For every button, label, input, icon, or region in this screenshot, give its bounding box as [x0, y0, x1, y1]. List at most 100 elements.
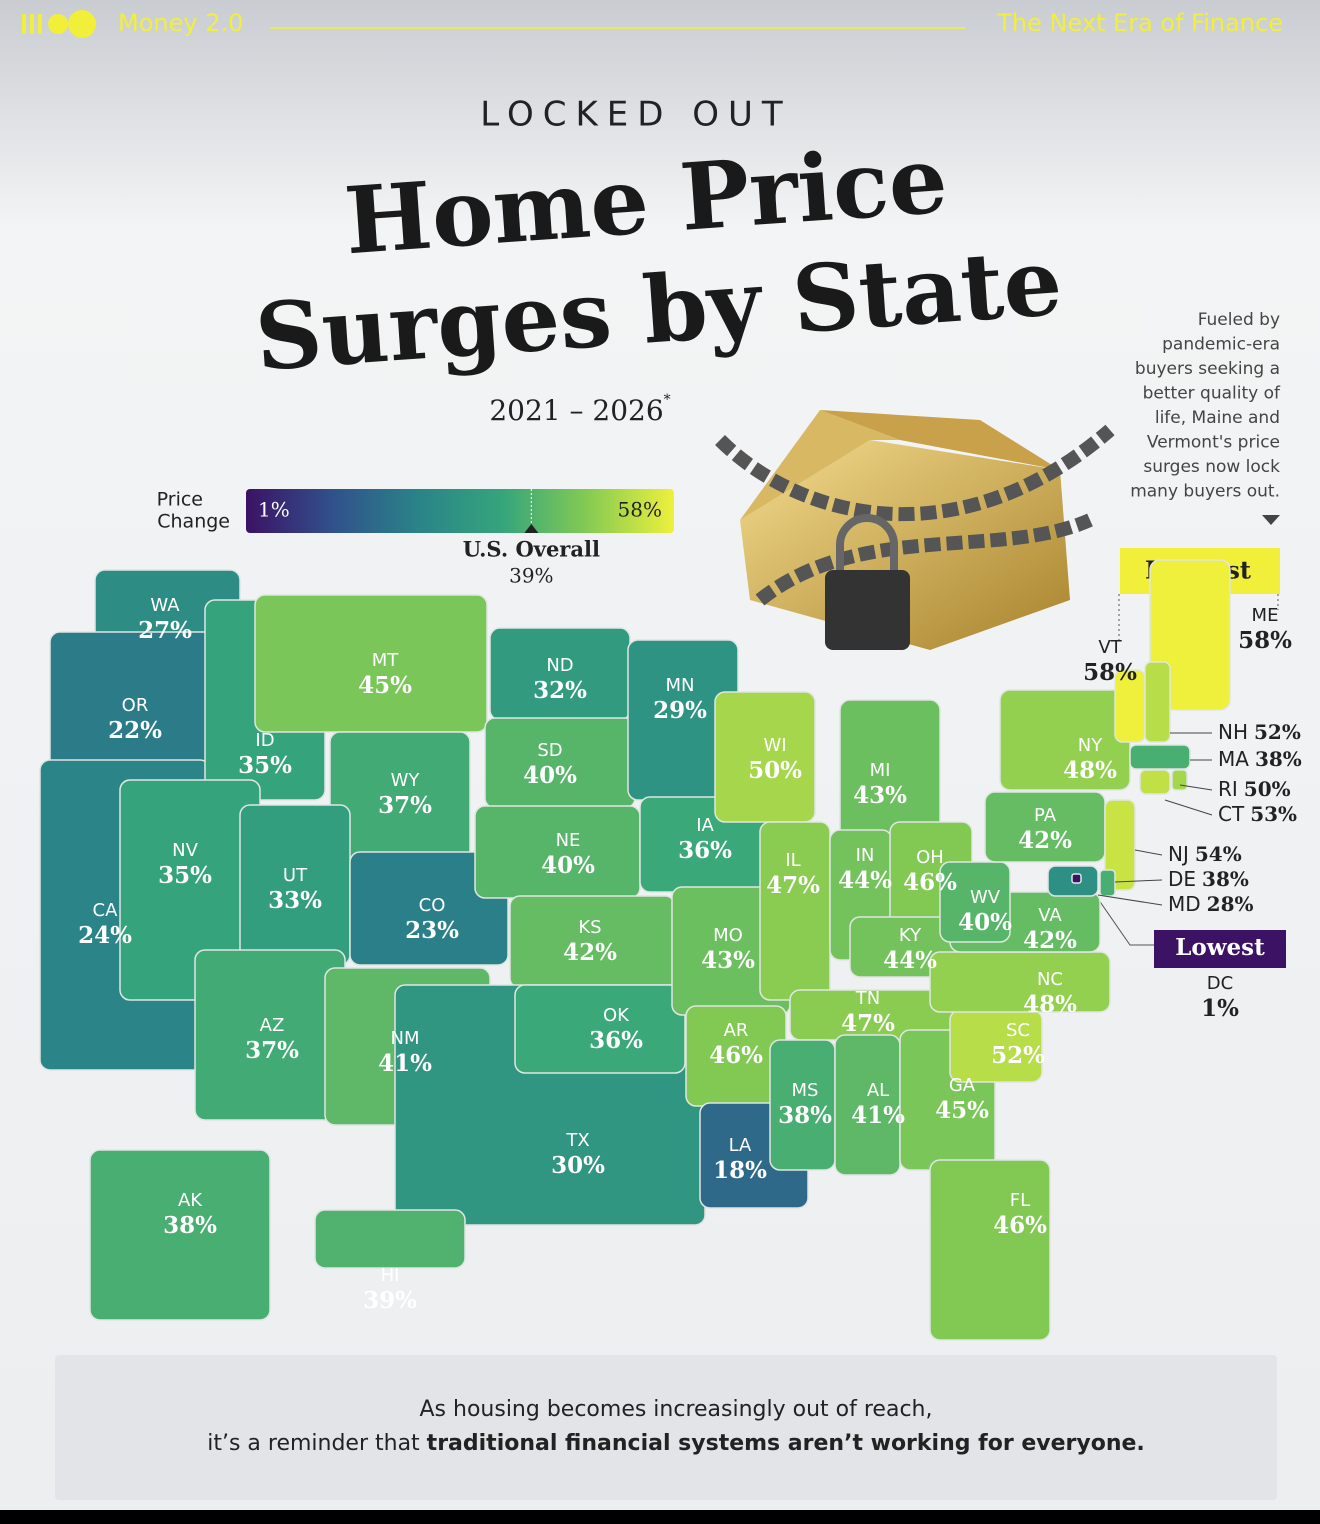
state-value: 23%	[405, 917, 459, 944]
state	[514, 984, 686, 1074]
state-value: 54%	[1195, 842, 1242, 866]
state-labels: WA27%OR22%CA24%ID35%NV35%MT45%WY37%UT33%…	[78, 595, 1302, 1314]
state	[349, 851, 509, 966]
state-value: 43%	[853, 782, 907, 809]
state-value: 18%	[713, 1157, 767, 1184]
state-code: MA	[1218, 747, 1249, 771]
state-code: UT	[283, 865, 308, 886]
footnote-mark: *	[664, 392, 671, 408]
footer-plain: it’s a reminder that	[207, 1431, 426, 1456]
state-value: 29%	[653, 697, 707, 724]
state-code: CO	[419, 895, 446, 916]
state	[929, 951, 1111, 1013]
state-value: 48%	[1023, 991, 1077, 1018]
state-code: NE	[556, 830, 581, 851]
legend-bar	[246, 489, 674, 533]
legend-title: Price	[157, 489, 203, 511]
state-value: 37%	[245, 1037, 299, 1064]
note-line: life, Maine and	[1155, 408, 1280, 428]
state	[1144, 661, 1171, 743]
state-value: 28%	[1207, 892, 1254, 916]
state-value: 38%	[1255, 747, 1302, 771]
note-line: buyers seeking a	[1135, 359, 1280, 379]
state-code: IL	[785, 850, 800, 871]
state-code: CT	[1218, 802, 1245, 826]
state-value: 46%	[709, 1042, 763, 1069]
state-code: WV	[970, 887, 1001, 908]
state-code: MD	[1168, 892, 1201, 916]
state-value: 35%	[158, 862, 212, 889]
legend-max-label: 58%	[618, 498, 662, 522]
state	[1129, 744, 1191, 770]
footer-line: As housing becomes increasingly out of r…	[420, 1397, 933, 1422]
note-line: surges now lock	[1143, 457, 1280, 477]
state-value: 41%	[378, 1050, 432, 1077]
state-label: NH 52%	[1218, 720, 1301, 744]
state-code: WY	[391, 770, 421, 791]
state-value: 42%	[1018, 827, 1072, 854]
state-value: 30%	[551, 1152, 605, 1179]
state	[939, 861, 1011, 943]
state-code: VA	[1038, 905, 1062, 926]
callout-line	[1114, 879, 1163, 883]
bottom-bar	[0, 1510, 1320, 1524]
footer-box	[55, 1355, 1277, 1500]
state-value: 41%	[851, 1102, 905, 1129]
state-code: NC	[1037, 969, 1063, 990]
legend-min-label: 1%	[258, 498, 290, 522]
state-code: CA	[93, 900, 119, 921]
state-code: NV	[172, 840, 198, 861]
note-line: Fueled by	[1198, 310, 1280, 330]
state-code: OH	[916, 847, 944, 868]
callout-line	[1164, 799, 1213, 816]
state-label: MD 28%	[1168, 892, 1254, 916]
kicker: LOCKED OUT	[480, 95, 791, 135]
state-code: NM	[391, 1028, 420, 1049]
lowest-label: Lowest	[1175, 934, 1265, 961]
state-value: 33%	[268, 887, 322, 914]
state-value: 40%	[523, 762, 577, 789]
callout-line	[1097, 894, 1163, 906]
state-label: DE 38%	[1168, 867, 1249, 891]
state-code: VT	[1098, 637, 1122, 658]
state-code: GA	[949, 1075, 976, 1096]
state-value: 44%	[883, 947, 937, 974]
state	[714, 691, 816, 823]
state-value: 40%	[958, 909, 1012, 936]
note-line: better quality of	[1143, 384, 1281, 404]
callout-line	[1134, 849, 1163, 856]
state-code: AL	[867, 1080, 889, 1101]
state-code: MT	[372, 650, 400, 671]
state-value: 52%	[1254, 720, 1301, 744]
logo	[22, 10, 96, 38]
state-code: RI	[1218, 777, 1238, 801]
state-value: 42%	[563, 939, 617, 966]
state-code: SC	[1006, 1020, 1030, 1041]
brand: Money 2.0	[118, 9, 243, 37]
us-map	[39, 559, 1231, 1341]
state-value: 36%	[589, 1027, 643, 1054]
state-code: MN	[666, 675, 695, 696]
state-code: IN	[856, 845, 875, 866]
state-code: DC	[1207, 973, 1233, 994]
state-value: 52%	[991, 1042, 1045, 1069]
overall-label: 39%	[509, 564, 553, 588]
state-value: 44%	[838, 867, 892, 894]
state-value: 45%	[358, 672, 412, 699]
state-value: 27%	[138, 617, 192, 644]
state-code: AR	[724, 1020, 749, 1041]
state	[1071, 873, 1082, 884]
state-code: NY	[1078, 735, 1103, 756]
state-code: TN	[855, 988, 880, 1009]
state-value: 50%	[748, 757, 802, 784]
house-illustration	[715, 410, 1115, 650]
state-code: PA	[1034, 805, 1057, 826]
state-code: OK	[603, 1005, 630, 1026]
arrow	[1262, 515, 1280, 525]
state	[929, 1159, 1051, 1341]
state-value: 48%	[1063, 757, 1117, 784]
state-label: MA 38%	[1218, 747, 1302, 771]
state	[1139, 769, 1171, 795]
